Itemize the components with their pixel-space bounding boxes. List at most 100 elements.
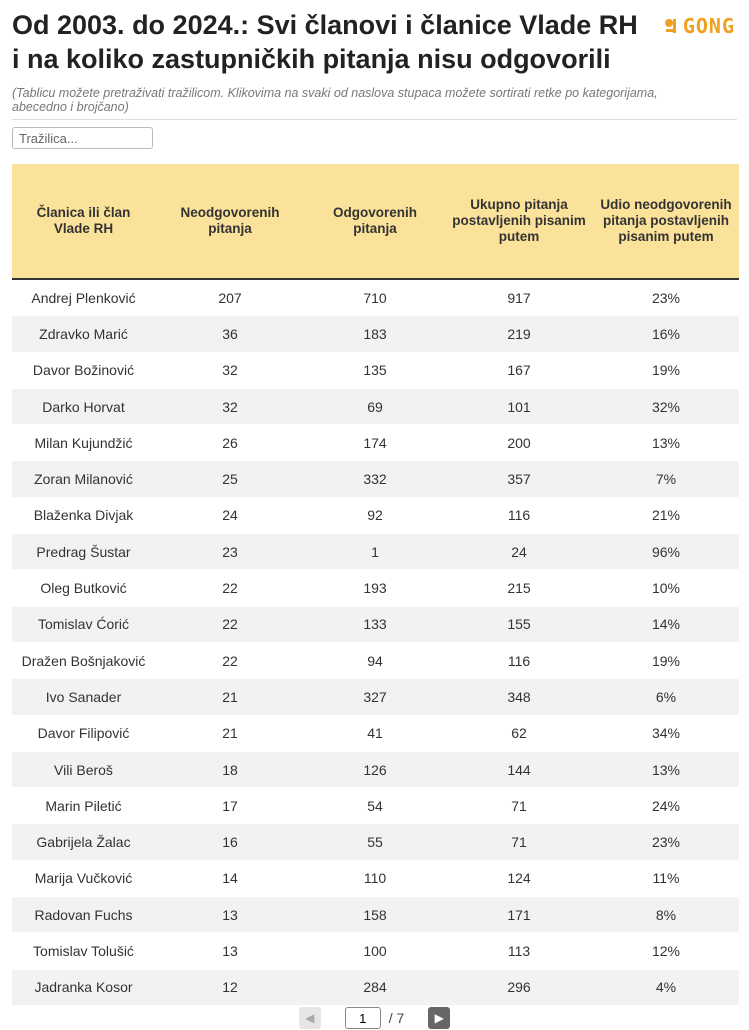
table-row: Gabrijela Žalac 16 55 71 23% <box>12 823 739 861</box>
previous-page-button[interactable]: ◀ <box>298 1007 321 1029</box>
column-header-unanswered[interactable]: Neodgovorenih pitanja <box>155 164 305 280</box>
cell-share: 13% <box>593 751 739 789</box>
cell-unanswered: 12 <box>155 969 305 1006</box>
cell-total: 155 <box>445 606 593 643</box>
cell-member-name: Dražen Bošnjaković <box>12 642 155 680</box>
table-row: Oleg Butković 22 193 215 10% <box>12 569 739 607</box>
cell-member-name: Tomislav Ćorić <box>12 606 155 643</box>
cell-answered: 69 <box>305 388 445 426</box>
cell-answered: 193 <box>305 569 445 607</box>
search-input[interactable] <box>12 127 153 149</box>
cell-unanswered: 21 <box>155 678 305 716</box>
cell-answered: 710 <box>305 279 445 317</box>
cell-share: 23% <box>593 823 739 861</box>
cell-total: 144 <box>445 751 593 789</box>
cell-member-name: Jadranka Kosor <box>12 969 155 1006</box>
members-table: Članica ili član Vlade RH Neodgovorenih … <box>12 164 739 1006</box>
cell-answered: 92 <box>305 497 445 535</box>
cell-member-name: Radovan Fuchs <box>12 896 155 934</box>
cell-member-name: Oleg Butković <box>12 569 155 607</box>
cell-share: 24% <box>593 787 739 825</box>
cell-total: 101 <box>445 388 593 426</box>
cell-total: 167 <box>445 352 593 389</box>
table-row: Zoran Milanović 25 332 357 7% <box>12 460 739 498</box>
column-header-answered[interactable]: Odgovorenih pitanja <box>305 164 445 280</box>
cell-share: 32% <box>593 388 739 426</box>
cell-share: 14% <box>593 606 739 643</box>
table-row: Ivo Sanader 21 327 348 6% <box>12 678 739 716</box>
cell-answered: 1 <box>305 533 445 571</box>
page-number-input[interactable] <box>344 1007 381 1029</box>
gong-logo-icon <box>664 19 676 33</box>
cell-answered: 135 <box>305 352 445 389</box>
cell-answered: 183 <box>305 315 445 353</box>
cell-total: 71 <box>445 823 593 861</box>
total-pages-label: / 7 <box>388 1010 405 1026</box>
cell-member-name: Marija Vučković <box>12 860 155 898</box>
cell-unanswered: 24 <box>155 497 305 535</box>
cell-share: 96% <box>593 533 739 571</box>
cell-share: 21% <box>593 497 739 535</box>
table-row: Darko Horvat 32 69 101 32% <box>12 388 739 426</box>
cell-total: 71 <box>445 787 593 825</box>
table-row: Jadranka Kosor 12 284 296 4% <box>12 969 739 1006</box>
cell-total: 116 <box>445 642 593 680</box>
cell-share: 23% <box>593 279 739 317</box>
cell-share: 34% <box>593 715 739 752</box>
table-row: Davor Božinović 32 135 167 19% <box>12 352 739 389</box>
cell-share: 4% <box>593 969 739 1006</box>
cell-unanswered: 14 <box>155 860 305 898</box>
column-header-member[interactable]: Članica ili član Vlade RH <box>12 164 155 280</box>
next-page-button[interactable]: ▶ <box>428 1007 451 1029</box>
cell-member-name: Milan Kujundžić <box>12 424 155 462</box>
column-header-total[interactable]: Ukupno pitanja postavljenih pisanim pute… <box>445 164 593 280</box>
cell-total: 917 <box>445 279 593 317</box>
cell-total: 357 <box>445 460 593 498</box>
cell-unanswered: 22 <box>155 569 305 607</box>
chevron-left-icon: ◀ <box>305 1011 315 1025</box>
table-row: Davor Filipović 21 41 62 34% <box>12 715 739 752</box>
column-header-share[interactable]: Udio neodgovorenih pitanja postavljenih … <box>593 164 739 280</box>
table-row: Andrej Plenković 207 710 917 23% <box>12 279 739 317</box>
cell-answered: 126 <box>305 751 445 789</box>
cell-share: 11% <box>593 860 739 898</box>
cell-total: 62 <box>445 715 593 752</box>
cell-unanswered: 32 <box>155 352 305 389</box>
table-row: Marija Vučković 14 110 124 11% <box>12 860 739 898</box>
table-row: Milan Kujundžić 26 174 200 13% <box>12 424 739 462</box>
gong-logo: GONG <box>663 14 735 38</box>
cell-unanswered: 17 <box>155 787 305 825</box>
cell-unanswered: 18 <box>155 751 305 789</box>
table-instructions: (Tablicu možete pretraživati tražilicom.… <box>12 86 658 114</box>
cell-answered: 110 <box>305 860 445 898</box>
cell-unanswered: 32 <box>155 388 305 426</box>
cell-unanswered: 16 <box>155 823 305 861</box>
cell-total: 219 <box>445 315 593 353</box>
cell-answered: 41 <box>305 715 445 752</box>
cell-unanswered: 26 <box>155 424 305 462</box>
table-row: Blaženka Divjak 24 92 116 21% <box>12 497 739 535</box>
cell-unanswered: 13 <box>155 896 305 934</box>
cell-share: 6% <box>593 678 739 716</box>
cell-member-name: Andrej Plenković <box>12 279 155 317</box>
table-header-row: Članica ili član Vlade RH Neodgovorenih … <box>12 164 739 280</box>
cell-member-name: Zoran Milanović <box>12 460 155 498</box>
page-title: Od 2003. do 2024.: Svi članovi i članice… <box>12 10 638 74</box>
cell-share: 7% <box>593 460 739 498</box>
cell-member-name: Vili Beroš <box>12 751 155 789</box>
table-body: Andrej Plenković 207 710 917 23% Zdravko Mari… <box>12 279 739 1006</box>
cell-share: 8% <box>593 896 739 934</box>
cell-total: 171 <box>445 896 593 934</box>
table-row: Marin Piletić 17 54 71 24% <box>12 787 739 825</box>
cell-answered: 55 <box>305 823 445 861</box>
table-row: Dražen Bošnjaković 22 94 116 19% <box>12 642 739 680</box>
table-row: Tomislav Ćorić 22 133 155 14% <box>12 606 739 643</box>
cell-member-name: Predrag Šustar <box>12 533 155 571</box>
cell-total: 200 <box>445 424 593 462</box>
cell-share: 19% <box>593 352 739 389</box>
cell-unanswered: 207 <box>155 279 305 317</box>
cell-answered: 332 <box>305 460 445 498</box>
cell-unanswered: 23 <box>155 533 305 571</box>
cell-unanswered: 36 <box>155 315 305 353</box>
cell-member-name: Blaženka Divjak <box>12 497 155 535</box>
